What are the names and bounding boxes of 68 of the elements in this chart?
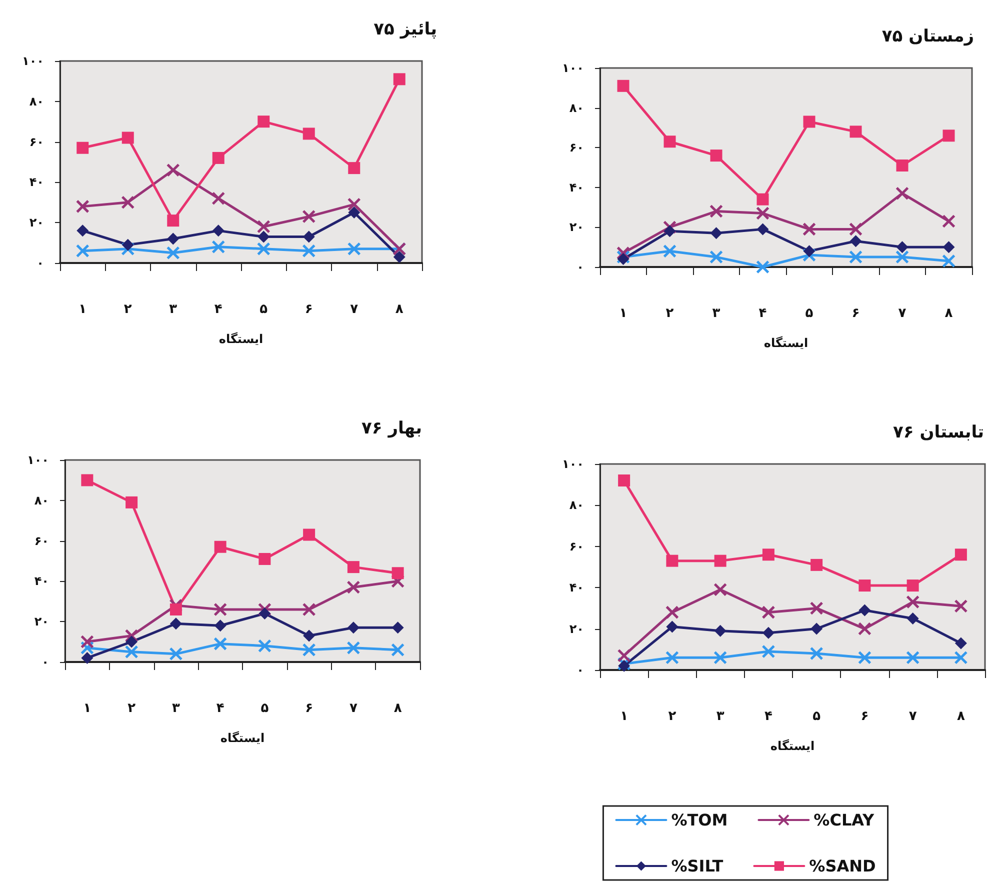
legend-label: %SAND <box>809 856 876 876</box>
y-tick-label: ۸۰ <box>29 94 44 108</box>
y-tick-label: ۶۰ <box>569 140 584 155</box>
x-tick-label: ۴ <box>216 701 224 716</box>
x-tick-label: ۲ <box>668 709 676 724</box>
y-tick-label: ۰ <box>576 260 584 274</box>
chart-title: پائیز ۷۵ <box>374 20 438 40</box>
x-tick-label: ۷ <box>908 709 917 724</box>
y-tick-label: ۱۰۰ <box>562 61 584 75</box>
x-tick-label: ۱ <box>78 302 87 317</box>
y-tick-label: ۴۰ <box>569 180 584 194</box>
x-axis-title: ایستگاه <box>764 336 808 350</box>
x-tick-label: ۳ <box>716 709 724 724</box>
x-tick-label: ۶ <box>305 701 314 716</box>
x-tick-label: ۳ <box>712 306 720 321</box>
y-tick-label: ۱۰۰ <box>562 457 584 471</box>
x-tick-label: ۲ <box>128 701 136 716</box>
legend-label: %SILT <box>671 856 724 876</box>
x-tick-label: ۱ <box>620 709 628 724</box>
y-tick-label: ۱۰۰ <box>27 453 49 467</box>
x-tick-label: ۸ <box>394 701 402 716</box>
y-tick-label: ۸۰ <box>569 100 584 115</box>
chart-title: زمستان ۷۵ <box>882 26 974 46</box>
y-tick-label: ۱۰۰ <box>22 54 44 68</box>
x-tick-label: ۵ <box>812 709 821 724</box>
x-tick-label: ۳ <box>169 302 178 317</box>
y-tick-label: ۲۰ <box>569 220 584 234</box>
y-tick-label: ۸۰ <box>34 493 49 508</box>
chart-title: تابستان ۷۶ <box>893 422 984 442</box>
legend-label: %CLAY <box>814 810 874 830</box>
y-tick-label: ۰ <box>42 655 49 669</box>
y-tick-label: ۰ <box>36 256 44 270</box>
y-tick-label: ۶۰ <box>29 134 44 149</box>
y-tick-label: ۰ <box>576 663 584 677</box>
x-axis-title: ایستگاه <box>218 332 264 346</box>
x-tick-label: ۸ <box>944 306 953 321</box>
x-tick-label: ۴ <box>764 709 772 724</box>
y-tick-label: ۲۰ <box>29 216 44 230</box>
x-tick-label: ۸ <box>395 302 404 317</box>
x-tick-label: ۴ <box>214 302 222 317</box>
x-tick-label: ۲ <box>666 306 674 321</box>
x-tick-label: ۵ <box>260 302 268 317</box>
x-tick-label: ۶ <box>860 709 869 724</box>
x-tick-label: ۲ <box>124 302 132 317</box>
x-tick-label: ۶ <box>852 306 860 321</box>
x-tick-label: ۱ <box>83 701 92 716</box>
y-tick-label: ۴۰ <box>569 580 584 595</box>
y-tick-label: ۲۰ <box>569 622 584 636</box>
x-tick-label: ۷ <box>898 306 906 321</box>
x-tick-label: ۷ <box>349 701 358 716</box>
y-tick-label: ۸۰ <box>569 498 584 512</box>
y-tick-label: ۶۰ <box>569 539 584 554</box>
x-tick-label: ۷ <box>350 302 358 317</box>
legend-label: %TOM <box>671 810 728 830</box>
x-tick-label: ۴ <box>758 306 767 321</box>
x-tick-label: ۸ <box>956 709 965 724</box>
chart-title: بهار ۷۶ <box>362 418 422 438</box>
x-tick-label: ۵ <box>805 306 814 321</box>
y-tick-label: ۶۰ <box>34 534 49 548</box>
x-tick-label: ۱ <box>619 306 628 321</box>
x-axis-title: ایستگاه <box>220 731 265 745</box>
x-tick-label: ۶ <box>304 302 313 317</box>
y-tick-label: ۲۰ <box>34 614 49 629</box>
x-tick-label: ۳ <box>172 701 180 716</box>
x-tick-label: ۵ <box>260 701 269 716</box>
y-tick-label: ۴۰ <box>34 574 49 588</box>
y-tick-label: ۴۰ <box>29 175 44 190</box>
x-axis-title: ایستگاه <box>770 739 815 753</box>
